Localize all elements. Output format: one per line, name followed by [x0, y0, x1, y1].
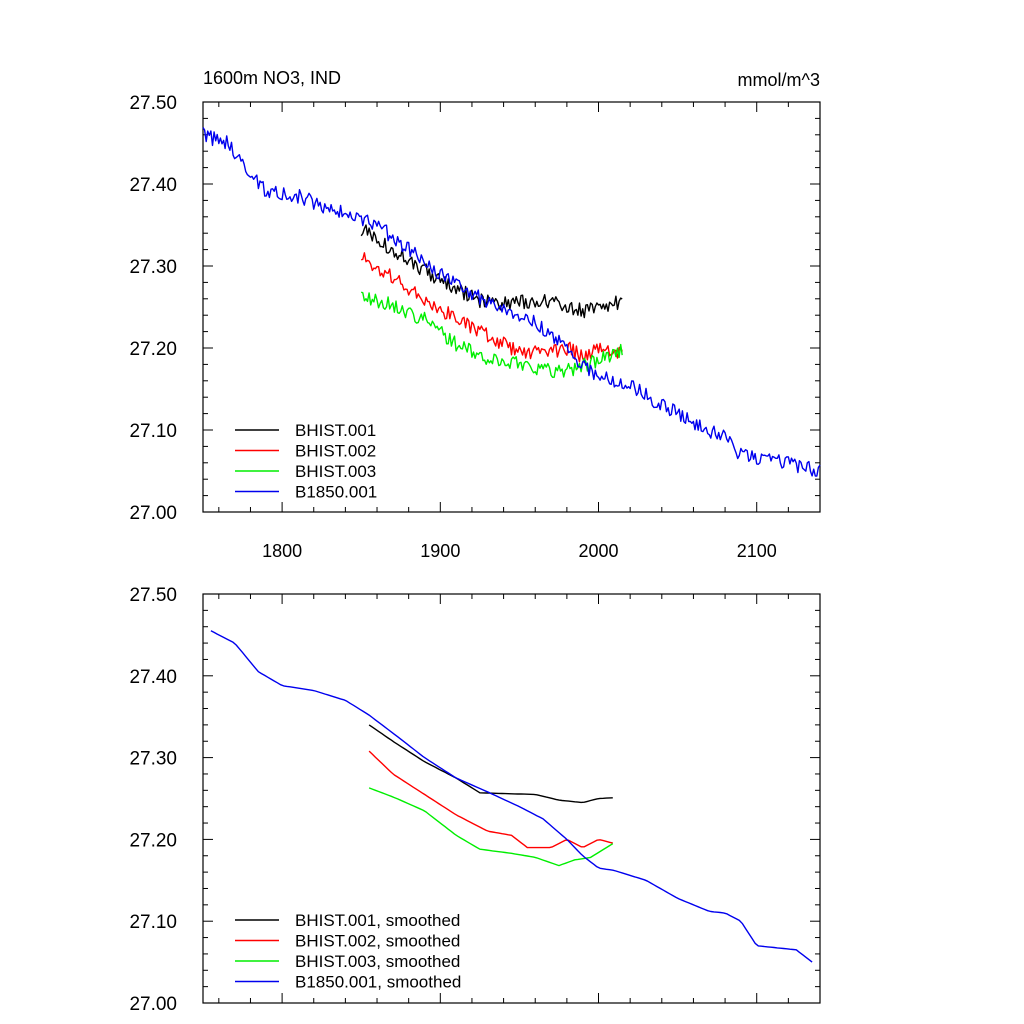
series-line — [368, 787, 614, 867]
y-tick-label: 27.30 — [129, 257, 177, 278]
y-tick-label: 27.00 — [129, 503, 177, 524]
y-tick-label: 27.10 — [129, 912, 177, 933]
plot-units: mmol/m^3 — [738, 70, 820, 90]
legend-label: B1850.001 — [295, 483, 377, 502]
legend-label: BHIST.003 — [295, 462, 376, 481]
x-tick-label: 1800 — [262, 541, 302, 561]
legend-label: BHIST.002, smoothed — [295, 932, 460, 951]
series-line — [360, 291, 623, 378]
y-tick-label: 27.10 — [129, 421, 177, 442]
plot-frame — [202, 101, 821, 513]
y-tick-label: 27.30 — [129, 749, 177, 770]
y-tick-label: 27.20 — [129, 339, 177, 360]
legend-label: BHIST.001 — [295, 421, 376, 440]
y-tick-label: 27.50 — [129, 585, 177, 606]
x-tick-label: 1900 — [420, 541, 460, 561]
plot-title: 1600m NO3, IND — [203, 68, 341, 88]
top-panel: 1800 1900 2000 2100 27.00 27.10 27.20 27.30 27.4… — [129, 93, 821, 561]
y-tick-label: 27.20 — [129, 830, 177, 851]
y-tick-label: 27.00 — [129, 994, 177, 1015]
bottom-panel: 27.00 27.10 27.20 27.30 27.40 27.50 BHIST.001,… — [129, 585, 821, 1015]
legend-label: BHIST.001, smoothed — [295, 911, 460, 930]
series-line — [360, 224, 623, 319]
series-line — [368, 750, 613, 849]
series-line — [202, 127, 821, 477]
y-tick-label: 27.40 — [129, 175, 177, 196]
y-tick-label: 27.50 — [129, 93, 177, 114]
legend-label: B1850.001, smoothed — [295, 973, 461, 992]
legend-label: BHIST.003, smoothed — [295, 952, 460, 971]
series-line — [368, 724, 613, 804]
series-line — [210, 630, 813, 963]
x-tick-label: 2000 — [578, 541, 618, 561]
y-tick-label: 27.40 — [129, 667, 177, 688]
plot-frame — [202, 593, 821, 1004]
x-tick-label: 2100 — [737, 541, 777, 561]
legend-label: BHIST.002 — [295, 442, 376, 461]
series-line — [360, 252, 623, 363]
